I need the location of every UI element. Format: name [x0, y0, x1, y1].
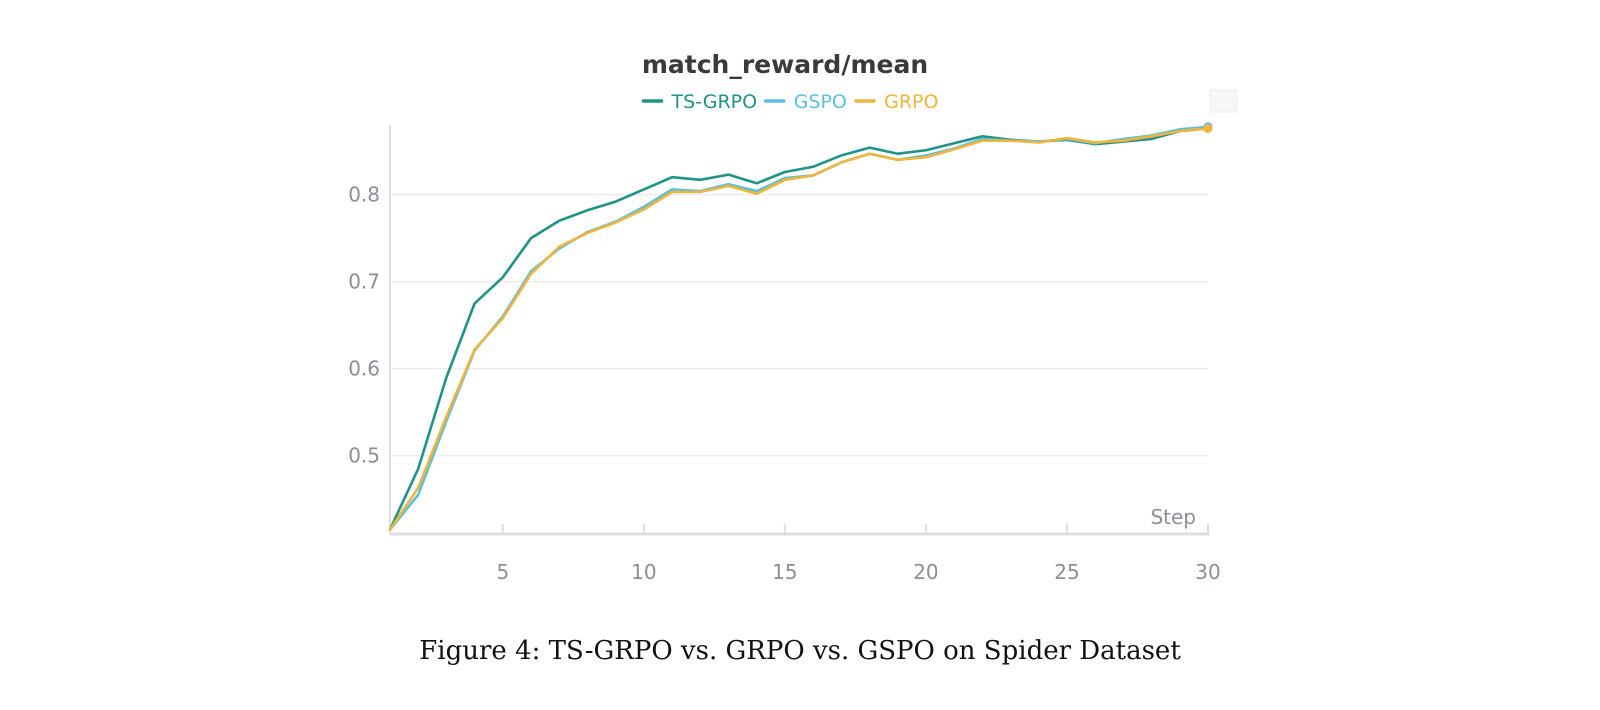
legend-item-grpo[interactable]: GRPO [854, 91, 938, 113]
legend-label: GSPO [794, 91, 847, 113]
x-tick-label: 10 [631, 560, 656, 584]
legend-toggle-box[interactable] [1209, 89, 1238, 113]
legend-item-gspo[interactable]: GSPO [763, 91, 847, 113]
legend-label: GRPO [884, 91, 938, 113]
series-line-gspo [388, 125, 1210, 531]
x-tick-label: 25 [1054, 560, 1079, 584]
chart-title: match_reward/mean [642, 50, 928, 79]
line-chart: match_reward/mean TS-GRPO GSPO GRPO 0.5 0.6… [348, 50, 1238, 584]
legend-label: TS-GRPO [671, 91, 758, 113]
y-tick-label: 0.6 [348, 357, 380, 381]
tick-labels: 0.5 0.6 0.7 0.8 5 10 15 20 25 30 [348, 183, 1221, 584]
x-tick-label: 5 [496, 560, 509, 584]
y-tick-label: 0.7 [348, 270, 380, 294]
figure-caption: Figure 4: TS-GRPO vs. GRPO vs. GSPO on S… [419, 636, 1181, 666]
chart-legend: TS-GRPO GSPO GRPO [641, 91, 938, 113]
legend-item-ts-grpo[interactable]: TS-GRPO [641, 91, 758, 113]
x-axis-label: Step [1150, 505, 1196, 529]
y-tick-label: 0.5 [348, 444, 380, 468]
x-tick-label: 30 [1195, 560, 1220, 584]
x-tick-label: 15 [772, 560, 797, 584]
axes [389, 125, 1209, 536]
series-lines [388, 122, 1213, 531]
series-line-grpo [388, 127, 1210, 531]
x-tick-label: 20 [913, 560, 938, 584]
series-endpoint-grpo [1203, 123, 1213, 133]
grid-lines [390, 193, 1208, 457]
y-tick-label: 0.8 [348, 183, 380, 207]
series-line-ts-grpo [388, 127, 1210, 531]
